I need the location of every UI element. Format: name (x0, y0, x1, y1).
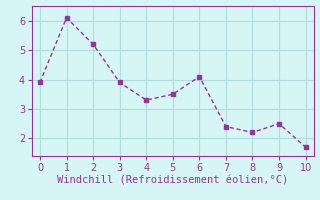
X-axis label: Windchill (Refroidissement éolien,°C): Windchill (Refroidissement éolien,°C) (57, 176, 288, 186)
